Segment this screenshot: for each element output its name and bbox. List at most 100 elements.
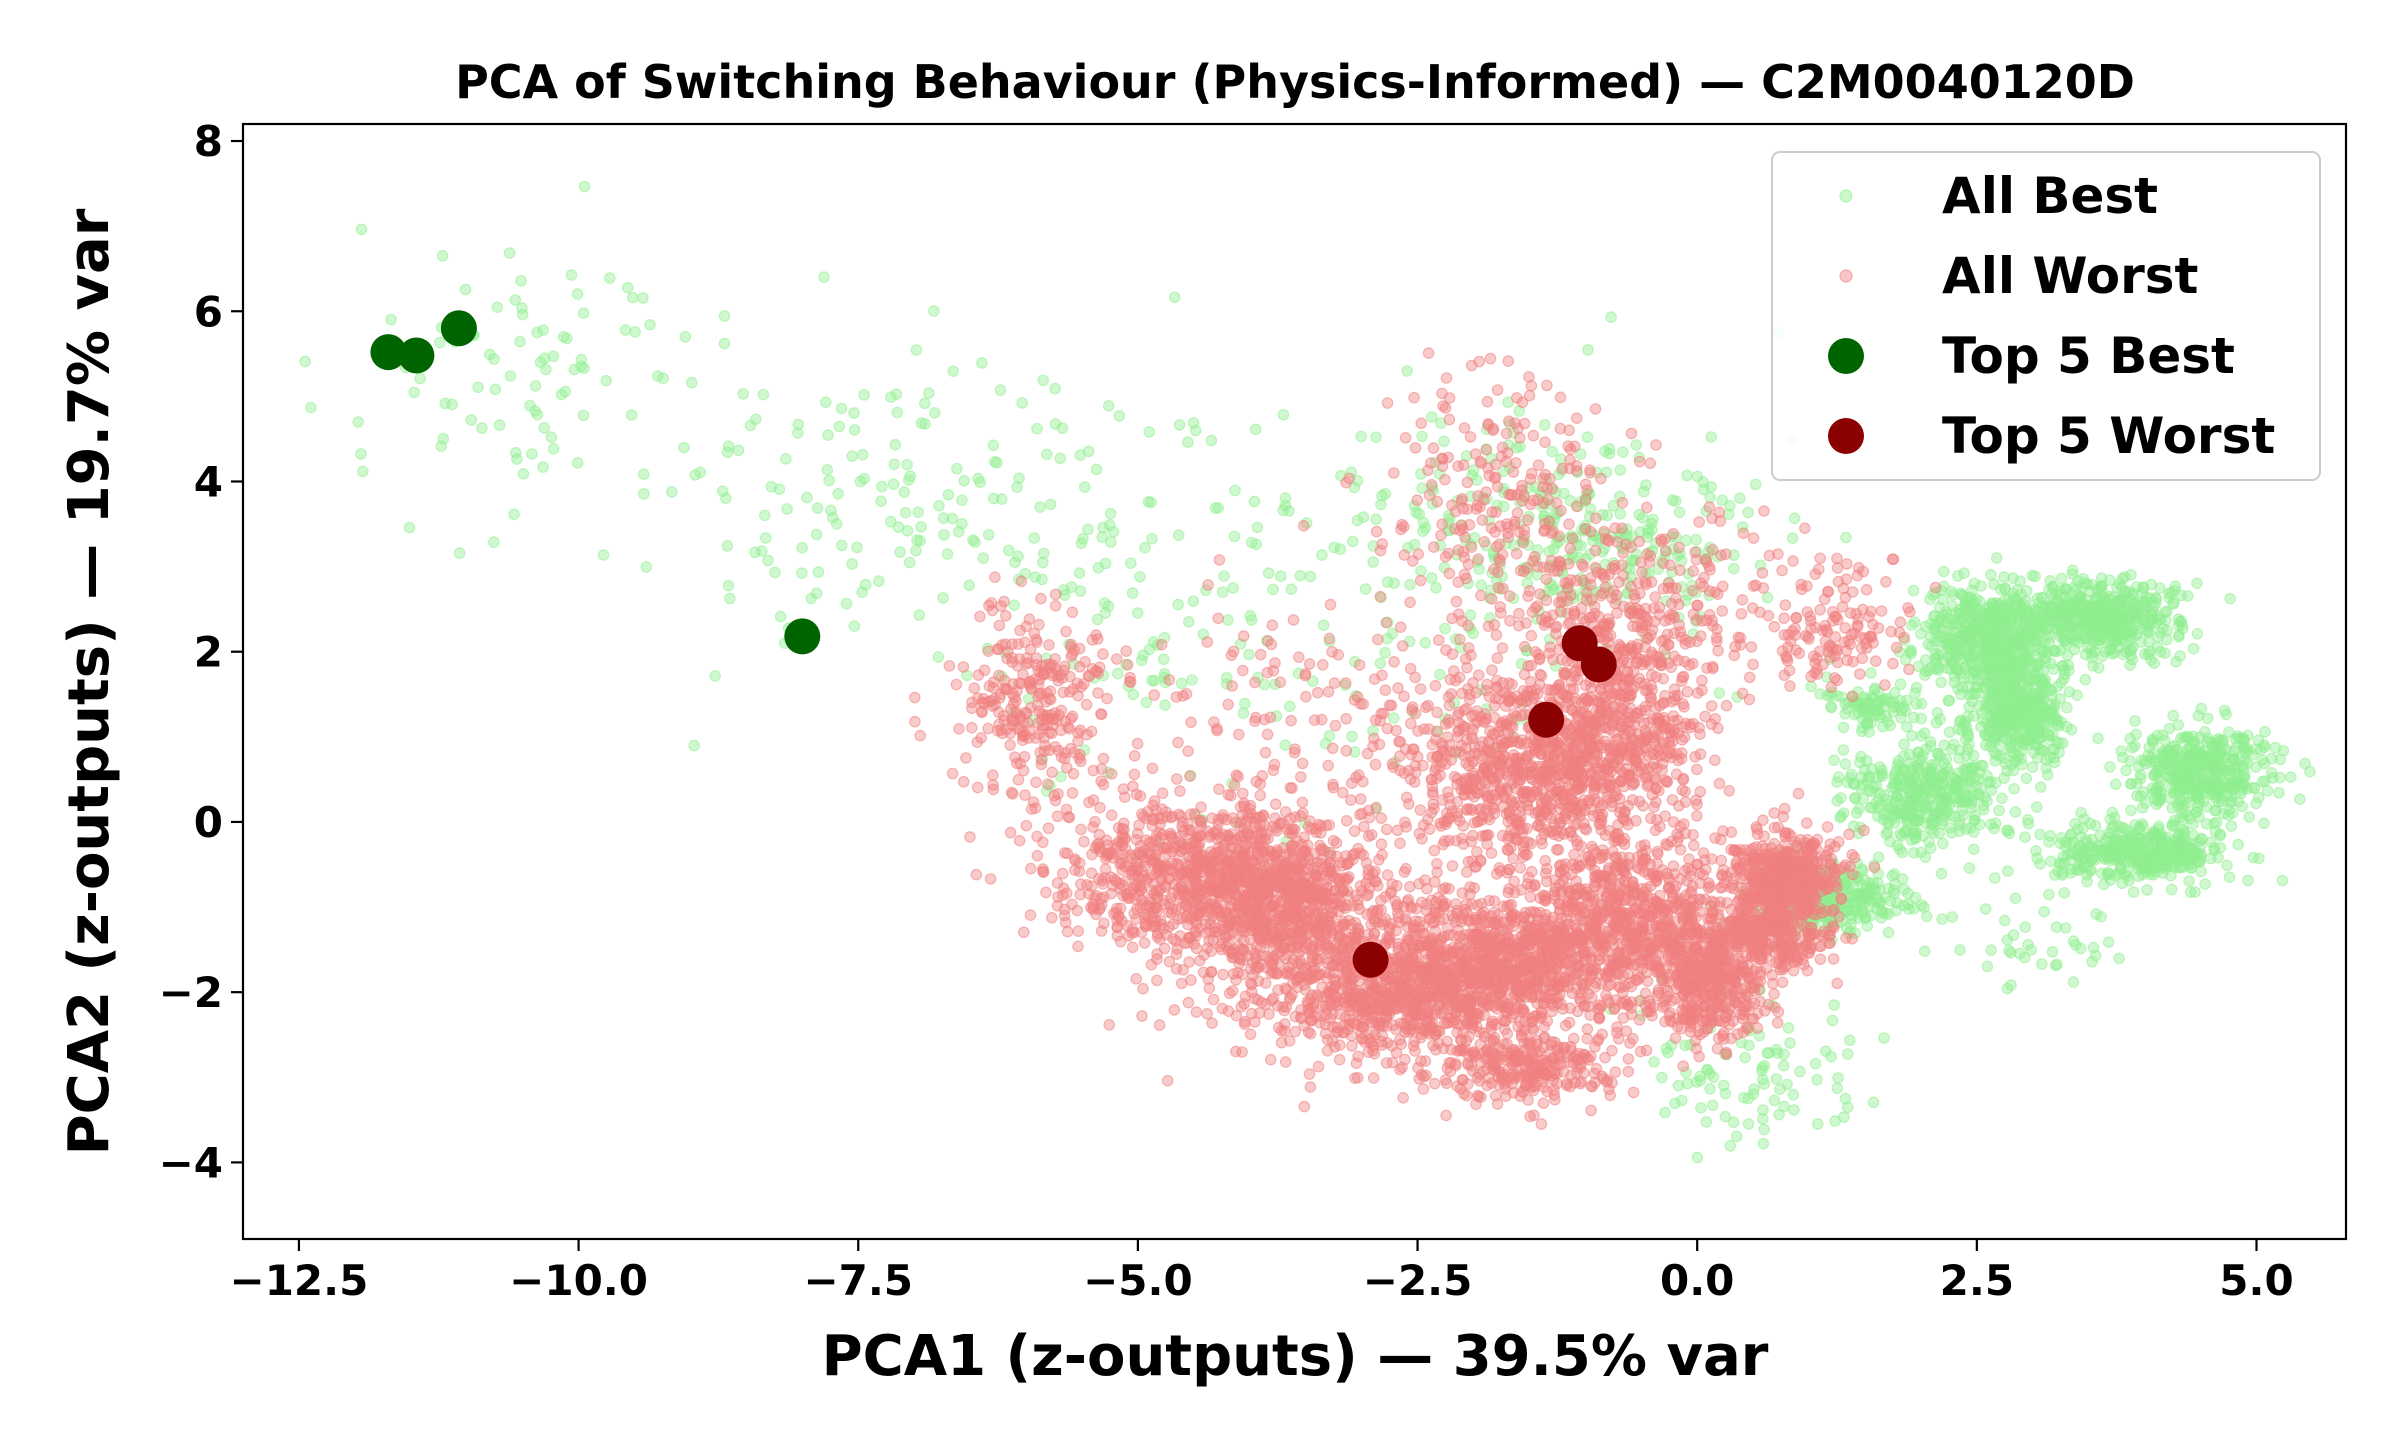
data-point xyxy=(1936,778,1949,790)
data-point xyxy=(2040,762,2052,775)
data-point xyxy=(1388,577,1400,590)
data-point xyxy=(1730,1130,1743,1143)
data-point xyxy=(352,416,364,428)
data-point xyxy=(2212,851,2224,864)
data-point xyxy=(1925,640,1938,653)
data-point xyxy=(1659,1106,1671,1119)
data-point xyxy=(531,326,543,339)
data-point xyxy=(1408,538,1421,551)
data-point xyxy=(1935,867,1948,880)
data-point xyxy=(1467,464,1480,476)
data-point xyxy=(774,610,787,623)
data-point xyxy=(436,250,449,262)
data-point xyxy=(856,586,868,598)
data-point xyxy=(1143,426,1155,438)
data-point xyxy=(2022,655,2035,667)
data-point xyxy=(1367,556,1379,568)
data-point xyxy=(1787,1088,1800,1101)
data-point xyxy=(1998,772,2010,784)
data-point xyxy=(1946,911,1958,923)
data-point xyxy=(1030,658,1043,671)
data-point xyxy=(1706,1099,1719,1112)
data-point xyxy=(1901,815,1913,828)
data-point xyxy=(1049,588,1062,601)
data-point xyxy=(1251,521,1264,534)
data-point xyxy=(892,521,905,533)
data-point xyxy=(971,781,984,794)
data-point xyxy=(987,492,1000,505)
data-point xyxy=(891,406,904,419)
data-point xyxy=(1805,680,1817,693)
data-point xyxy=(1757,1137,1770,1150)
data-point xyxy=(2049,869,2061,881)
data-point xyxy=(2092,732,2104,745)
data-point xyxy=(914,729,926,742)
data-point xyxy=(1036,714,1048,726)
data-point xyxy=(465,414,477,426)
data-point xyxy=(1014,624,1026,637)
data-point xyxy=(685,376,698,389)
data-point xyxy=(1013,472,1025,484)
data-point xyxy=(385,313,397,326)
data-point xyxy=(2074,942,2087,955)
data-point xyxy=(2226,807,2239,819)
data-point xyxy=(1498,500,1510,513)
data-point xyxy=(1633,508,1645,521)
data-point xyxy=(1582,344,1594,356)
data-point xyxy=(1073,865,1086,878)
data-point xyxy=(1097,648,1109,660)
data-point xyxy=(995,600,1007,612)
data-point xyxy=(1967,610,1979,622)
data-point xyxy=(489,383,502,396)
data-point xyxy=(2024,701,2036,713)
data-point xyxy=(1245,614,1258,626)
data-point xyxy=(1120,645,1132,657)
data-point xyxy=(912,506,924,518)
data-point xyxy=(1119,833,1131,846)
data-point xyxy=(2019,713,2032,726)
data-point xyxy=(2148,768,2160,781)
data-point xyxy=(2242,874,2254,887)
data-point xyxy=(2147,605,2160,618)
data-point xyxy=(974,476,986,489)
data-point xyxy=(629,325,641,338)
data-point xyxy=(1099,557,1112,570)
data-point xyxy=(1099,607,1112,619)
data-point xyxy=(2247,851,2260,864)
data-point xyxy=(2130,581,2143,593)
data-point xyxy=(1221,671,1233,684)
data-point xyxy=(1370,431,1382,443)
data-point xyxy=(2131,789,2143,802)
data-point xyxy=(2072,622,2084,635)
data-point xyxy=(1401,365,1413,377)
data-point xyxy=(965,721,978,734)
data-point xyxy=(982,722,994,735)
data-point xyxy=(983,599,995,612)
data-point xyxy=(577,409,590,422)
data-point xyxy=(2209,738,2221,751)
data-point xyxy=(1172,529,1185,541)
data-point xyxy=(1989,817,2002,830)
data-point xyxy=(2043,888,2055,901)
data-point xyxy=(2012,750,2024,762)
data-point xyxy=(978,664,991,677)
data-point xyxy=(1768,1094,1781,1107)
data-point xyxy=(2161,633,2173,646)
data-point xyxy=(2115,745,2127,757)
data-point xyxy=(1681,1077,1694,1090)
data-point xyxy=(1839,707,1851,720)
data-point xyxy=(2141,884,2153,896)
data-point xyxy=(1884,895,1897,907)
data-point xyxy=(2132,870,2145,883)
data-point xyxy=(2196,770,2209,783)
data-point xyxy=(299,355,311,368)
data-point xyxy=(1040,448,1053,461)
data-point xyxy=(977,552,990,564)
data-point xyxy=(2224,592,2236,605)
data-point xyxy=(937,512,950,524)
data-point xyxy=(1596,508,1609,521)
data-point xyxy=(1239,697,1251,710)
data-point xyxy=(723,592,736,605)
data-point xyxy=(1049,653,1061,665)
